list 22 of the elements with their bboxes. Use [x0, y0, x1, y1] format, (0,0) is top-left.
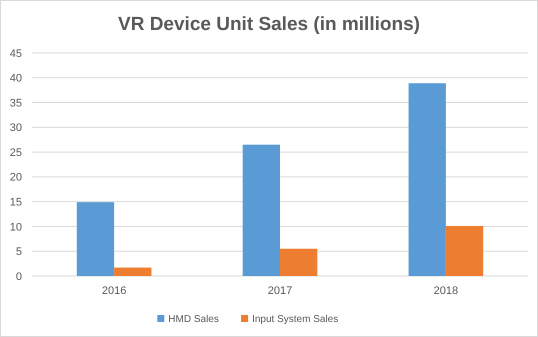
y-tick-label: 30 — [10, 122, 22, 134]
bar — [408, 83, 446, 276]
legend-label: Input System Sales — [252, 314, 338, 325]
bar — [280, 248, 318, 276]
x-tick-label: 2016 — [102, 285, 126, 297]
y-tick-label: 15 — [10, 196, 22, 209]
y-tick-label: 45 — [10, 48, 22, 60]
legend-label: HMD Sales — [168, 314, 219, 325]
chart-title: VR Device Unit Sales (in millions) — [118, 14, 420, 35]
bar — [114, 268, 152, 276]
y-tick-label: 25 — [10, 146, 22, 159]
x-tick-label: 2017 — [268, 285, 292, 297]
y-tick-label: 0 — [16, 270, 22, 283]
bar — [242, 144, 280, 276]
y-tick-label: 20 — [10, 172, 22, 184]
bar — [446, 226, 484, 276]
y-tick-label: 35 — [10, 97, 22, 110]
bar — [76, 202, 114, 276]
x-tick-label: 2018 — [434, 285, 458, 297]
y-tick-label: 10 — [10, 221, 22, 234]
y-tick-label: 40 — [10, 72, 22, 85]
y-tick-label: 5 — [16, 246, 22, 258]
